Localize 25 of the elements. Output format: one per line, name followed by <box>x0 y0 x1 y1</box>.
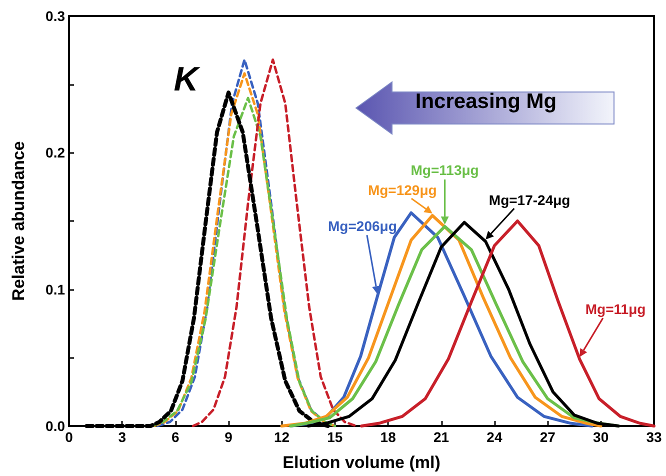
x-tick-label: 33 <box>646 429 662 445</box>
series-label: Mg=129μg <box>368 182 437 198</box>
x-tick-label: 15 <box>327 429 343 445</box>
x-tick-label: 6 <box>171 429 180 445</box>
y-tick-label: 0.2 <box>46 144 66 161</box>
x-tick-label: 30 <box>593 429 609 445</box>
series-label: Mg=17-24μg <box>488 192 570 208</box>
x-axis-title: Elution volume (ml) <box>282 453 440 472</box>
x-tick-label: 27 <box>540 429 556 445</box>
x-tick-label: 24 <box>486 429 502 445</box>
x-tick-label: 3 <box>118 429 126 445</box>
x-tick-label: 9 <box>224 429 233 445</box>
series-label: Mg=206μg <box>328 218 397 234</box>
series-label: Mg=11μg <box>585 301 646 318</box>
y-tick-label: 0.3 <box>46 8 66 24</box>
x-tick-label: 12 <box>274 429 290 445</box>
y-tick-label: 0.0 <box>46 418 66 434</box>
x-tick-label: 18 <box>380 429 396 445</box>
annotation: K <box>174 60 198 100</box>
x-tick-label: 0 <box>65 429 74 445</box>
text: Mg=113μg <box>410 162 479 178</box>
y-tick-label: 0.1 <box>46 281 66 298</box>
x-tick-label: 21 <box>433 429 450 445</box>
annotation: Increasing Mg <box>415 90 557 114</box>
y-axis-title: Relative abundance <box>9 141 28 301</box>
